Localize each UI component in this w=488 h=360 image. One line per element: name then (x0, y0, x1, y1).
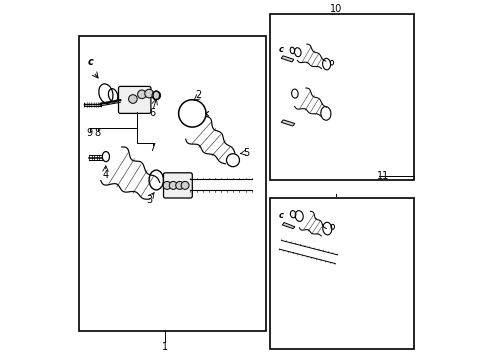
Circle shape (163, 181, 171, 189)
Circle shape (152, 91, 160, 100)
Text: 4: 4 (102, 170, 108, 180)
Text: 5: 5 (243, 148, 249, 158)
Text: 9: 9 (86, 128, 93, 138)
Circle shape (175, 181, 183, 189)
Bar (79, 36, 265, 331)
Circle shape (128, 95, 137, 103)
Text: 1: 1 (162, 342, 168, 352)
Circle shape (144, 89, 153, 98)
Text: 6: 6 (149, 108, 156, 118)
Text: 2: 2 (195, 90, 201, 100)
FancyBboxPatch shape (163, 173, 192, 198)
Text: 8: 8 (94, 128, 101, 138)
Bar (269, 14, 413, 180)
Circle shape (181, 181, 189, 189)
Circle shape (137, 90, 146, 99)
FancyBboxPatch shape (118, 86, 151, 113)
Polygon shape (84, 103, 101, 106)
Text: 3: 3 (146, 195, 152, 205)
Polygon shape (281, 56, 293, 62)
Text: 7: 7 (149, 143, 156, 153)
Polygon shape (281, 120, 294, 126)
Text: c: c (278, 45, 283, 54)
Text: c: c (278, 211, 283, 220)
Circle shape (169, 181, 177, 189)
Bar (269, 198, 413, 349)
Text: 11: 11 (376, 171, 388, 181)
Text: 10: 10 (329, 4, 342, 14)
Polygon shape (282, 222, 294, 229)
Text: c: c (88, 57, 94, 67)
